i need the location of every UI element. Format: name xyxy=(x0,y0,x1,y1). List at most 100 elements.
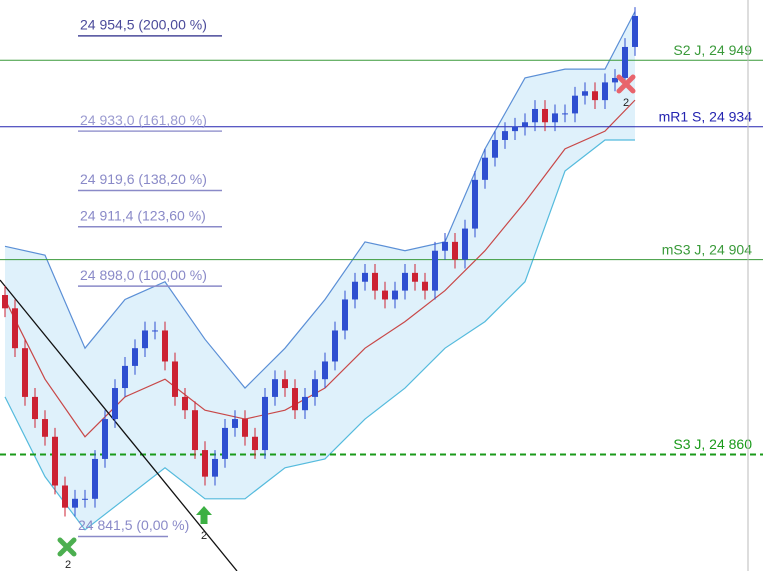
candle xyxy=(262,388,268,459)
candle-body xyxy=(272,379,278,397)
candle-body xyxy=(52,436,58,486)
candle-body xyxy=(622,46,628,78)
candle xyxy=(42,410,48,446)
candle xyxy=(232,410,238,437)
candles-layer xyxy=(2,7,638,517)
candle xyxy=(192,401,198,459)
candle-body xyxy=(562,113,568,115)
candle-body xyxy=(222,427,228,459)
candle xyxy=(242,410,248,446)
candle-body xyxy=(592,91,598,101)
candle-body xyxy=(242,419,248,437)
up-arrow-icon xyxy=(196,506,212,524)
candle xyxy=(12,299,18,358)
fib-label: 24 911,4 (123,60 %) xyxy=(80,208,206,224)
candle-body xyxy=(572,95,578,114)
candle-body xyxy=(402,272,408,291)
candle xyxy=(2,286,8,318)
candle xyxy=(312,370,318,406)
candle xyxy=(452,233,458,269)
candle xyxy=(62,476,68,517)
candle xyxy=(112,379,118,428)
marker-label: 2 xyxy=(65,559,71,571)
candle-body xyxy=(152,330,158,332)
candle-body xyxy=(112,388,118,420)
candle xyxy=(132,339,138,375)
candle xyxy=(92,450,98,508)
candle xyxy=(332,321,338,371)
candle xyxy=(122,357,128,397)
level-label: mR1 S, 24 934 xyxy=(659,108,753,124)
candle-body xyxy=(282,379,288,389)
fib-label: 24 898,0 (100,00 %) xyxy=(80,267,207,283)
candle-body xyxy=(332,330,338,362)
candle xyxy=(382,281,388,309)
candle xyxy=(482,148,488,189)
candle-body xyxy=(172,361,178,397)
candle-body xyxy=(492,139,498,158)
labels-layer: S2 J, 24 949 mR1 S, 24 934 mS3 J, 24 904 S3… xyxy=(78,17,752,534)
candle-body xyxy=(382,290,388,300)
candle-body xyxy=(542,108,548,123)
candle xyxy=(542,100,548,132)
candle xyxy=(392,281,398,309)
candle-body xyxy=(352,281,358,300)
candle xyxy=(162,321,168,371)
candle xyxy=(412,264,418,291)
marker-label: 2 xyxy=(201,530,207,542)
candle xyxy=(82,489,88,508)
candle-body xyxy=(342,299,348,331)
candle xyxy=(432,241,438,300)
candle-body xyxy=(72,498,78,508)
candle xyxy=(522,113,528,136)
candle xyxy=(532,100,538,132)
fib-label: 24 954,5 (200,00 %) xyxy=(80,17,207,33)
candle-body xyxy=(302,396,308,411)
candle xyxy=(172,352,178,406)
candle xyxy=(572,86,578,123)
candle xyxy=(372,264,378,300)
candle xyxy=(512,117,518,140)
candle-body xyxy=(122,365,128,389)
candle-body xyxy=(532,108,538,123)
candle xyxy=(252,427,258,459)
candle-body xyxy=(392,290,398,300)
candle-body xyxy=(92,458,98,499)
band-upper-line xyxy=(4,11,636,389)
fib-label: 24 841,5 (0,00 %) xyxy=(78,517,189,533)
candle xyxy=(462,219,468,269)
candle xyxy=(622,38,628,87)
candle xyxy=(402,264,408,300)
fib-label: 24 919,6 (138,20 %) xyxy=(80,171,207,187)
candle-body xyxy=(42,419,48,437)
candle xyxy=(72,489,78,517)
candle-body xyxy=(432,250,438,291)
candle-body xyxy=(442,241,448,251)
fib-label: 24 933,0 (161,80 %) xyxy=(80,112,207,128)
candle-body xyxy=(472,179,478,229)
cross-icon xyxy=(57,537,77,557)
candle xyxy=(602,73,608,109)
candle-body xyxy=(162,330,168,362)
candle-body xyxy=(632,15,638,47)
candle xyxy=(202,441,208,486)
candle xyxy=(442,233,448,260)
candle xyxy=(22,339,28,406)
candle xyxy=(612,69,618,92)
candle xyxy=(552,104,558,132)
candle xyxy=(352,272,358,309)
candle xyxy=(272,370,278,406)
candle xyxy=(302,388,308,420)
candle xyxy=(142,321,148,358)
candle xyxy=(472,170,478,238)
band-lower-line xyxy=(4,139,635,531)
candle-body xyxy=(412,272,418,282)
candle-body xyxy=(462,228,468,260)
marker-label: 2 xyxy=(623,97,629,109)
candle xyxy=(282,370,288,397)
candle xyxy=(182,388,188,420)
candle-body xyxy=(12,308,18,349)
band-middle-line xyxy=(4,99,636,438)
candle-body xyxy=(552,113,558,123)
